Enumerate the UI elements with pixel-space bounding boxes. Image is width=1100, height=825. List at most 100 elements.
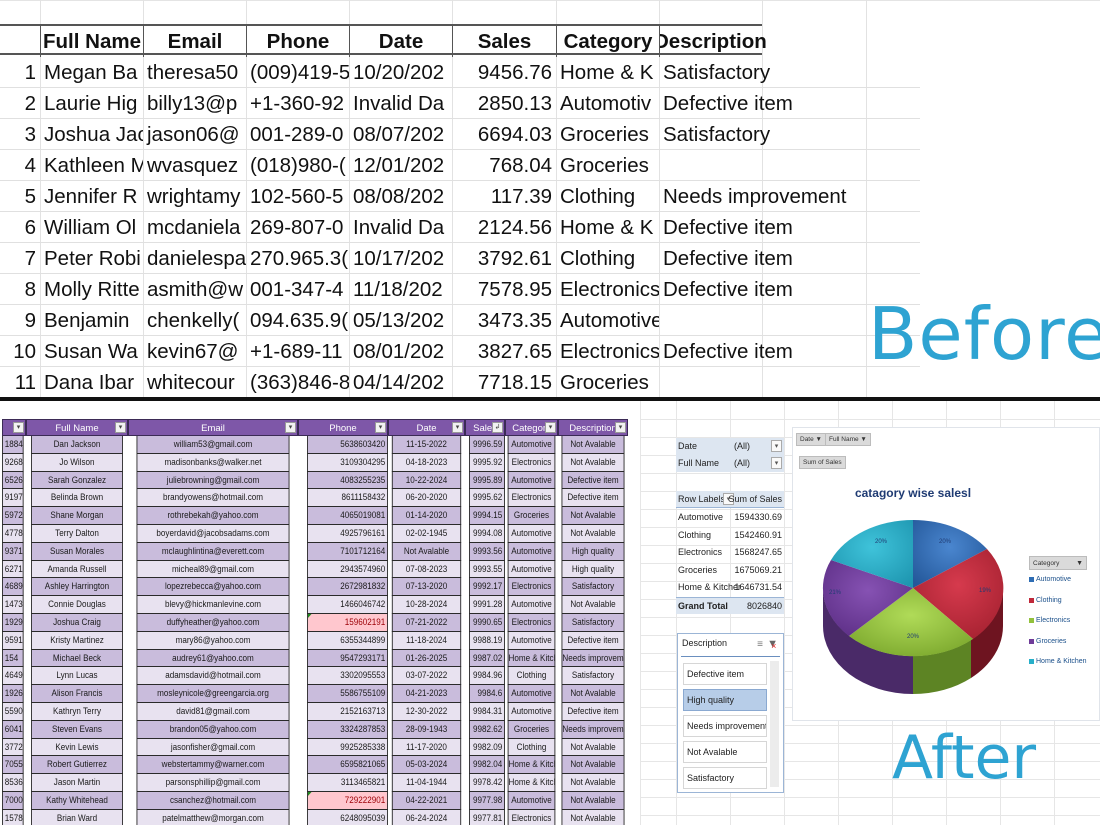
row-number[interactable]: 9: [24, 309, 36, 332]
cell-date[interactable]: 03-07-2022: [391, 667, 462, 686]
cell-sales[interactable]: 7718.15: [477, 371, 552, 394]
cell-sales[interactable]: 9994.08: [469, 525, 505, 543]
slicer-item-high-quality[interactable]: High quality: [683, 689, 767, 711]
cell-category[interactable]: Automotive: [560, 309, 659, 332]
pivot-row[interactable]: Electronics 1568247.65: [676, 544, 784, 562]
cell-email[interactable]: duffyheather@yahoo.com: [136, 614, 290, 632]
cell-email[interactable]: asmith@w: [147, 278, 243, 301]
cell-sales[interactable]: 9993.56: [469, 542, 505, 561]
cell-phone[interactable]: 2152163713: [307, 703, 388, 721]
cell-date[interactable]: 01-26-2025: [391, 649, 462, 668]
cell-email[interactable]: csanchez@hotmail.com: [136, 792, 290, 810]
column-header-phone[interactable]: Phone ▾: [298, 419, 388, 436]
row-number[interactable]: 4: [24, 154, 36, 177]
cell-date[interactable]: Not Avalable: [391, 542, 462, 561]
cell-name[interactable]: Terry Dalton: [31, 525, 123, 543]
column-header[interactable]: Full Name: [41, 26, 144, 57]
cell-sales[interactable]: 9978.42: [469, 774, 505, 792]
cell-category[interactable]: Electronics: [560, 340, 659, 363]
cell-phone[interactable]: 6595821065: [307, 756, 388, 775]
cell-email[interactable]: blevy@hickmanlevine.com: [136, 596, 290, 614]
cell-sales[interactable]: 768.04: [489, 154, 552, 177]
cell-name[interactable]: Susan Morales: [31, 542, 123, 561]
cell-sales[interactable]: 6694.03: [477, 123, 552, 146]
cell-description[interactable]: Defective item: [561, 631, 625, 650]
cell-phone[interactable]: 001-289-0: [250, 123, 344, 146]
cell-sales[interactable]: 9995.62: [469, 489, 505, 508]
cell-phone[interactable]: 269-807-0: [250, 216, 344, 239]
cell-description[interactable]: Defective item: [561, 471, 625, 490]
cell-category[interactable]: Groceries: [560, 123, 649, 146]
cell-description[interactable]: Satisfactory: [561, 578, 625, 597]
cell-phone[interactable]: 4083255235: [307, 471, 388, 490]
cell-name[interactable]: Joshua Jac: [44, 123, 143, 146]
cell-description[interactable]: High quality: [561, 560, 625, 579]
pie-slice-groceries[interactable]: [822, 560, 913, 636]
cell-date[interactable]: 04-18-2023: [391, 453, 462, 472]
column-header[interactable]: Sales: [453, 26, 557, 57]
multi-select-icon[interactable]: ≡: [757, 639, 763, 650]
cell-phone[interactable]: 5638603420: [307, 436, 388, 454]
cell-sales[interactable]: 9991.28: [469, 596, 505, 614]
cell-category[interactable]: Clothing: [507, 738, 556, 757]
row-number[interactable]: 3: [24, 123, 36, 146]
cell-name[interactable]: Kathleen M: [44, 154, 143, 177]
legend-item-clothing[interactable]: Clothing: [1029, 597, 1062, 604]
cell-id[interactable]: 3772: [2, 738, 24, 757]
filter-dropdown-icon[interactable]: ▾: [615, 422, 626, 433]
cell-name[interactable]: Brian Ward: [31, 809, 123, 825]
cell-category[interactable]: Home & Kitchen: [507, 649, 556, 668]
cell-date[interactable]: 11-15-2022: [391, 436, 462, 454]
cell-phone[interactable]: 270.965.3(: [250, 247, 349, 270]
cell-category[interactable]: Electronics: [560, 278, 659, 301]
cell-date[interactable]: 08/07/202: [353, 123, 445, 146]
cell-description[interactable]: [660, 150, 910, 181]
cell-email[interactable]: parsonsphillip@gmail.com: [136, 774, 290, 792]
cell-email[interactable]: rothrebekah@yahoo.com: [136, 507, 290, 525]
cell-phone[interactable]: 6248095039: [307, 809, 388, 825]
column-header-email[interactable]: Email ▾: [128, 419, 298, 436]
pie-slice-electronics[interactable]: [849, 588, 973, 657]
cell-date[interactable]: Invalid Da: [353, 92, 445, 115]
cell-sales[interactable]: 9456.76: [477, 61, 552, 84]
cell-sales[interactable]: 117.39: [490, 185, 552, 208]
row-number[interactable]: 11: [14, 371, 36, 394]
cell-category[interactable]: Automotive: [507, 560, 556, 579]
pie-slice-home-kitchen[interactable]: [831, 520, 913, 588]
cell-id[interactable]: 1884: [2, 436, 24, 454]
cell-phone[interactable]: (018)980-(: [250, 154, 346, 177]
cell-email[interactable]: lopezrebecca@yahoo.com: [136, 578, 290, 597]
cell-email[interactable]: micheal89@gmail.com: [136, 560, 290, 579]
row-number[interactable]: 1: [24, 61, 36, 84]
cell-sales[interactable]: 9988.19: [469, 631, 505, 650]
cell-date[interactable]: 04/14/202: [353, 371, 445, 394]
slicer-item-defective-item[interactable]: Defective item: [683, 663, 767, 685]
cell-category[interactable]: Automotive: [507, 525, 556, 543]
cell-sales[interactable]: 3827.65: [477, 340, 552, 363]
cell-name[interactable]: Amanda Russell: [31, 560, 123, 579]
cell-email[interactable]: mcdaniela: [147, 216, 241, 239]
cell-date[interactable]: 11/18/202: [353, 278, 443, 301]
cell-phone[interactable]: 4065019081: [307, 507, 388, 525]
cell-date[interactable]: 01-14-2020: [391, 507, 462, 525]
cell-date[interactable]: 10-28-2024: [391, 596, 462, 614]
cell-description[interactable]: Satisfactory: [663, 61, 771, 84]
cell-description[interactable]: Not Avalable: [561, 685, 625, 703]
cell-phone[interactable]: 7101712164: [307, 542, 388, 561]
cell-id[interactable]: 4689: [2, 578, 24, 597]
pivot-row[interactable]: Automotive 1594330.69: [676, 509, 784, 527]
cell-name[interactable]: Molly Ritte: [44, 278, 140, 301]
cell-phone[interactable]: 001-347-4: [250, 278, 344, 301]
cell-sales[interactable]: 9984.96: [469, 667, 505, 686]
cell-date[interactable]: 07-13-2020: [391, 578, 462, 597]
cell-email[interactable]: jasonfisher@gmail.com: [136, 738, 290, 757]
cell-date[interactable]: 12/01/202: [353, 154, 445, 177]
cell-description[interactable]: Satisfactory: [561, 667, 625, 686]
cell-email[interactable]: billy13@p: [147, 92, 238, 115]
cell-category[interactable]: Home & Kitchen: [507, 756, 556, 775]
cell-id[interactable]: 6041: [2, 720, 24, 739]
column-header[interactable]: Email: [144, 26, 247, 57]
cell-category[interactable]: Electronics: [507, 809, 556, 825]
cell-date[interactable]: 11-17-2020: [391, 738, 462, 757]
cell-email[interactable]: brandyowens@hotmail.com: [136, 489, 290, 508]
